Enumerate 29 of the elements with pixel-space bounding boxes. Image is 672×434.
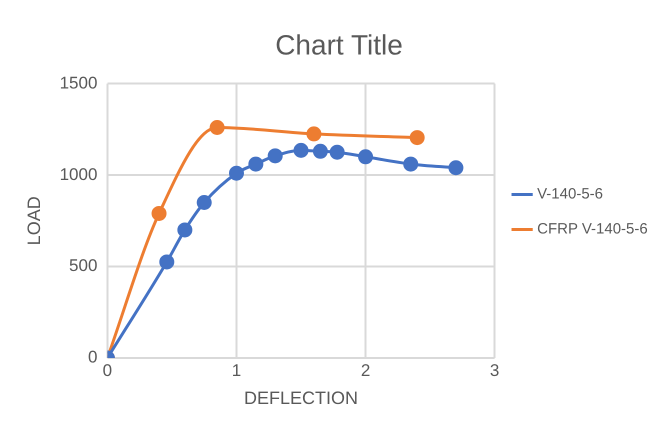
x-tick-label: 1 (232, 360, 242, 380)
point (268, 148, 283, 164)
y-tick-label: 0 (88, 348, 98, 367)
point (159, 254, 174, 270)
y-tick-label: 500 (69, 256, 98, 276)
x-tick-label: 3 (490, 360, 500, 380)
point (358, 149, 374, 164)
point (294, 142, 309, 158)
point (403, 156, 418, 172)
point (448, 160, 464, 176)
x-tick-label: 2 (360, 360, 370, 380)
y-axis-title: LOAD (24, 196, 44, 246)
point (152, 206, 167, 221)
y-tick-label: 1500 (60, 73, 98, 92)
point (410, 130, 425, 146)
chart-title: Chart Title (275, 30, 403, 61)
point (306, 126, 322, 142)
x-axis-title: DEFLECTION (244, 388, 358, 408)
point (312, 144, 328, 159)
y-tick-label: 1000 (60, 164, 98, 184)
legend-label: CFRP V-140-5-6 (537, 220, 648, 238)
point (330, 144, 345, 160)
point (196, 195, 212, 210)
point (248, 156, 264, 172)
x-tick-label: 0 (102, 360, 112, 380)
point (228, 166, 244, 181)
point (177, 222, 192, 238)
legend-label: V-140-5-6 (537, 186, 603, 203)
point (210, 120, 225, 136)
